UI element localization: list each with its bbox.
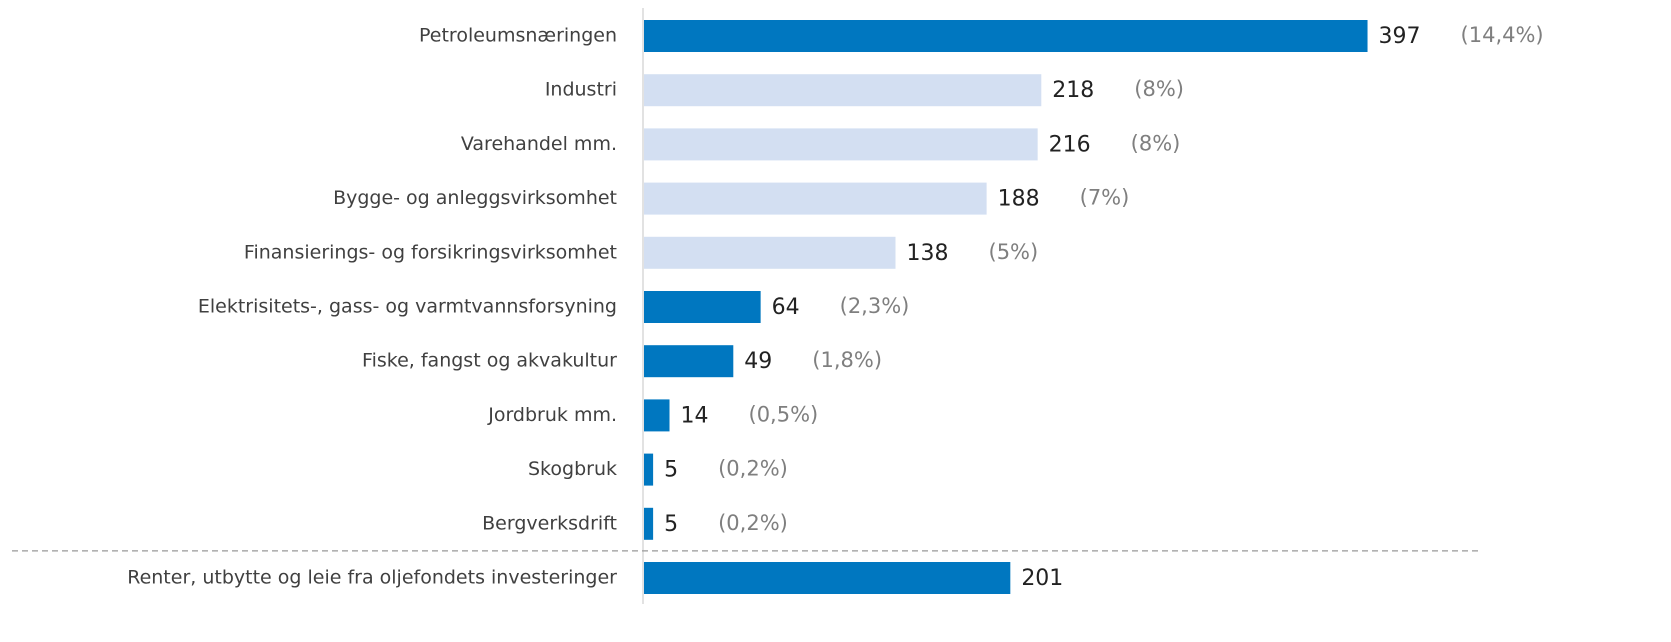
category-label: Elektrisitets-, gass- og varmtvannsforsy…: [198, 296, 617, 318]
value-label: 138: [907, 241, 949, 266]
category-label: Varehandel mm.: [461, 133, 617, 155]
value-label: 218: [1052, 78, 1094, 103]
category-label: Fiske, fangst og akvakultur: [362, 350, 617, 372]
value-label: 5: [664, 458, 678, 483]
share-label: (0,2%): [718, 511, 788, 535]
bar: [644, 399, 670, 432]
value-label: 14: [681, 403, 709, 428]
category-label: Industri: [545, 79, 617, 101]
bar: [644, 453, 654, 486]
category-label: Bygge- og anleggsvirksomhet: [333, 187, 617, 209]
share-label: (8%): [1134, 77, 1184, 101]
category-label: Jordbruk mm.: [487, 404, 617, 426]
bar: [644, 236, 896, 269]
bar: [644, 182, 987, 215]
bar: [644, 345, 734, 378]
share-label: (2,3%): [840, 294, 910, 318]
category-label: Finansierings- og forsikringsvirksomhet: [244, 241, 617, 263]
share-label: (0,5%): [749, 402, 819, 426]
share-label: (8%): [1131, 131, 1181, 155]
category-label: Petroleumsnæringen: [419, 25, 617, 47]
value-label: 216: [1049, 132, 1091, 157]
value-label: 188: [998, 187, 1040, 212]
bar: [644, 507, 654, 540]
share-label: (7%): [1080, 186, 1130, 210]
value-label: 397: [1379, 24, 1421, 49]
bar: [644, 562, 1011, 594]
bar: [644, 74, 1042, 107]
bar: [644, 291, 761, 323]
share-label: (0,2%): [718, 457, 788, 481]
category-label: Skogbruk: [528, 458, 617, 480]
bar: [644, 20, 1368, 52]
share-label: (14,4%): [1461, 23, 1544, 47]
value-label: 64: [772, 295, 800, 320]
value-label: 201: [1021, 566, 1063, 591]
category-label: Renter, utbytte og leie fra oljefondets …: [127, 567, 617, 589]
bar: [644, 128, 1038, 161]
category-label: Bergverksdrift: [482, 512, 617, 534]
value-label: 49: [744, 349, 772, 374]
share-label: (1,8%): [812, 348, 882, 372]
value-label: 5: [664, 512, 678, 537]
share-label: (5%): [989, 240, 1039, 264]
